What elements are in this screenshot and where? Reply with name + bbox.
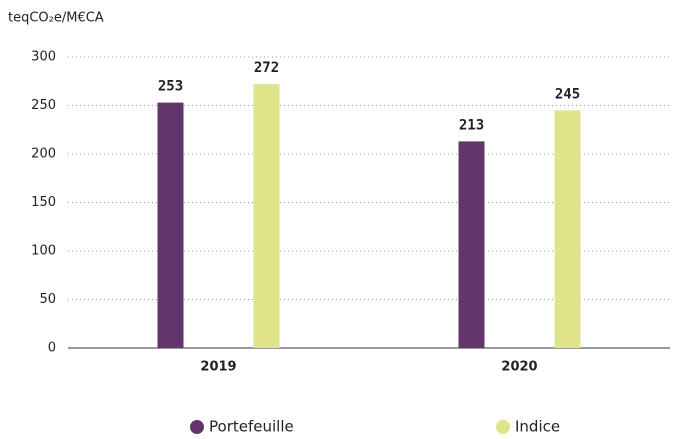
y-tick-label: 300 bbox=[31, 50, 56, 65]
legend-swatch bbox=[496, 420, 510, 434]
y-tick-label: 100 bbox=[31, 244, 56, 259]
legend-swatch bbox=[190, 420, 204, 434]
legend-label: Portefeuille bbox=[209, 418, 294, 436]
bar bbox=[253, 84, 280, 348]
value-label: 245 bbox=[555, 86, 580, 102]
y-tick-label: 0 bbox=[48, 341, 56, 356]
bar bbox=[554, 110, 581, 348]
y-tick-label: 150 bbox=[31, 195, 56, 210]
value-label: 213 bbox=[459, 117, 484, 133]
y-axis-label: teqCO₂e/M€CA bbox=[8, 11, 104, 26]
value-label: 272 bbox=[254, 60, 279, 76]
x-tick-label: 2019 bbox=[200, 360, 236, 375]
y-tick-label: 250 bbox=[31, 98, 56, 113]
y-tick-label: 200 bbox=[31, 147, 56, 162]
legend-label: Indice bbox=[515, 418, 560, 436]
value-label: 253 bbox=[158, 79, 183, 95]
x-tick-label: 2020 bbox=[501, 360, 537, 375]
bar bbox=[458, 141, 485, 348]
y-tick-label: 50 bbox=[39, 292, 56, 307]
bar bbox=[157, 102, 184, 348]
